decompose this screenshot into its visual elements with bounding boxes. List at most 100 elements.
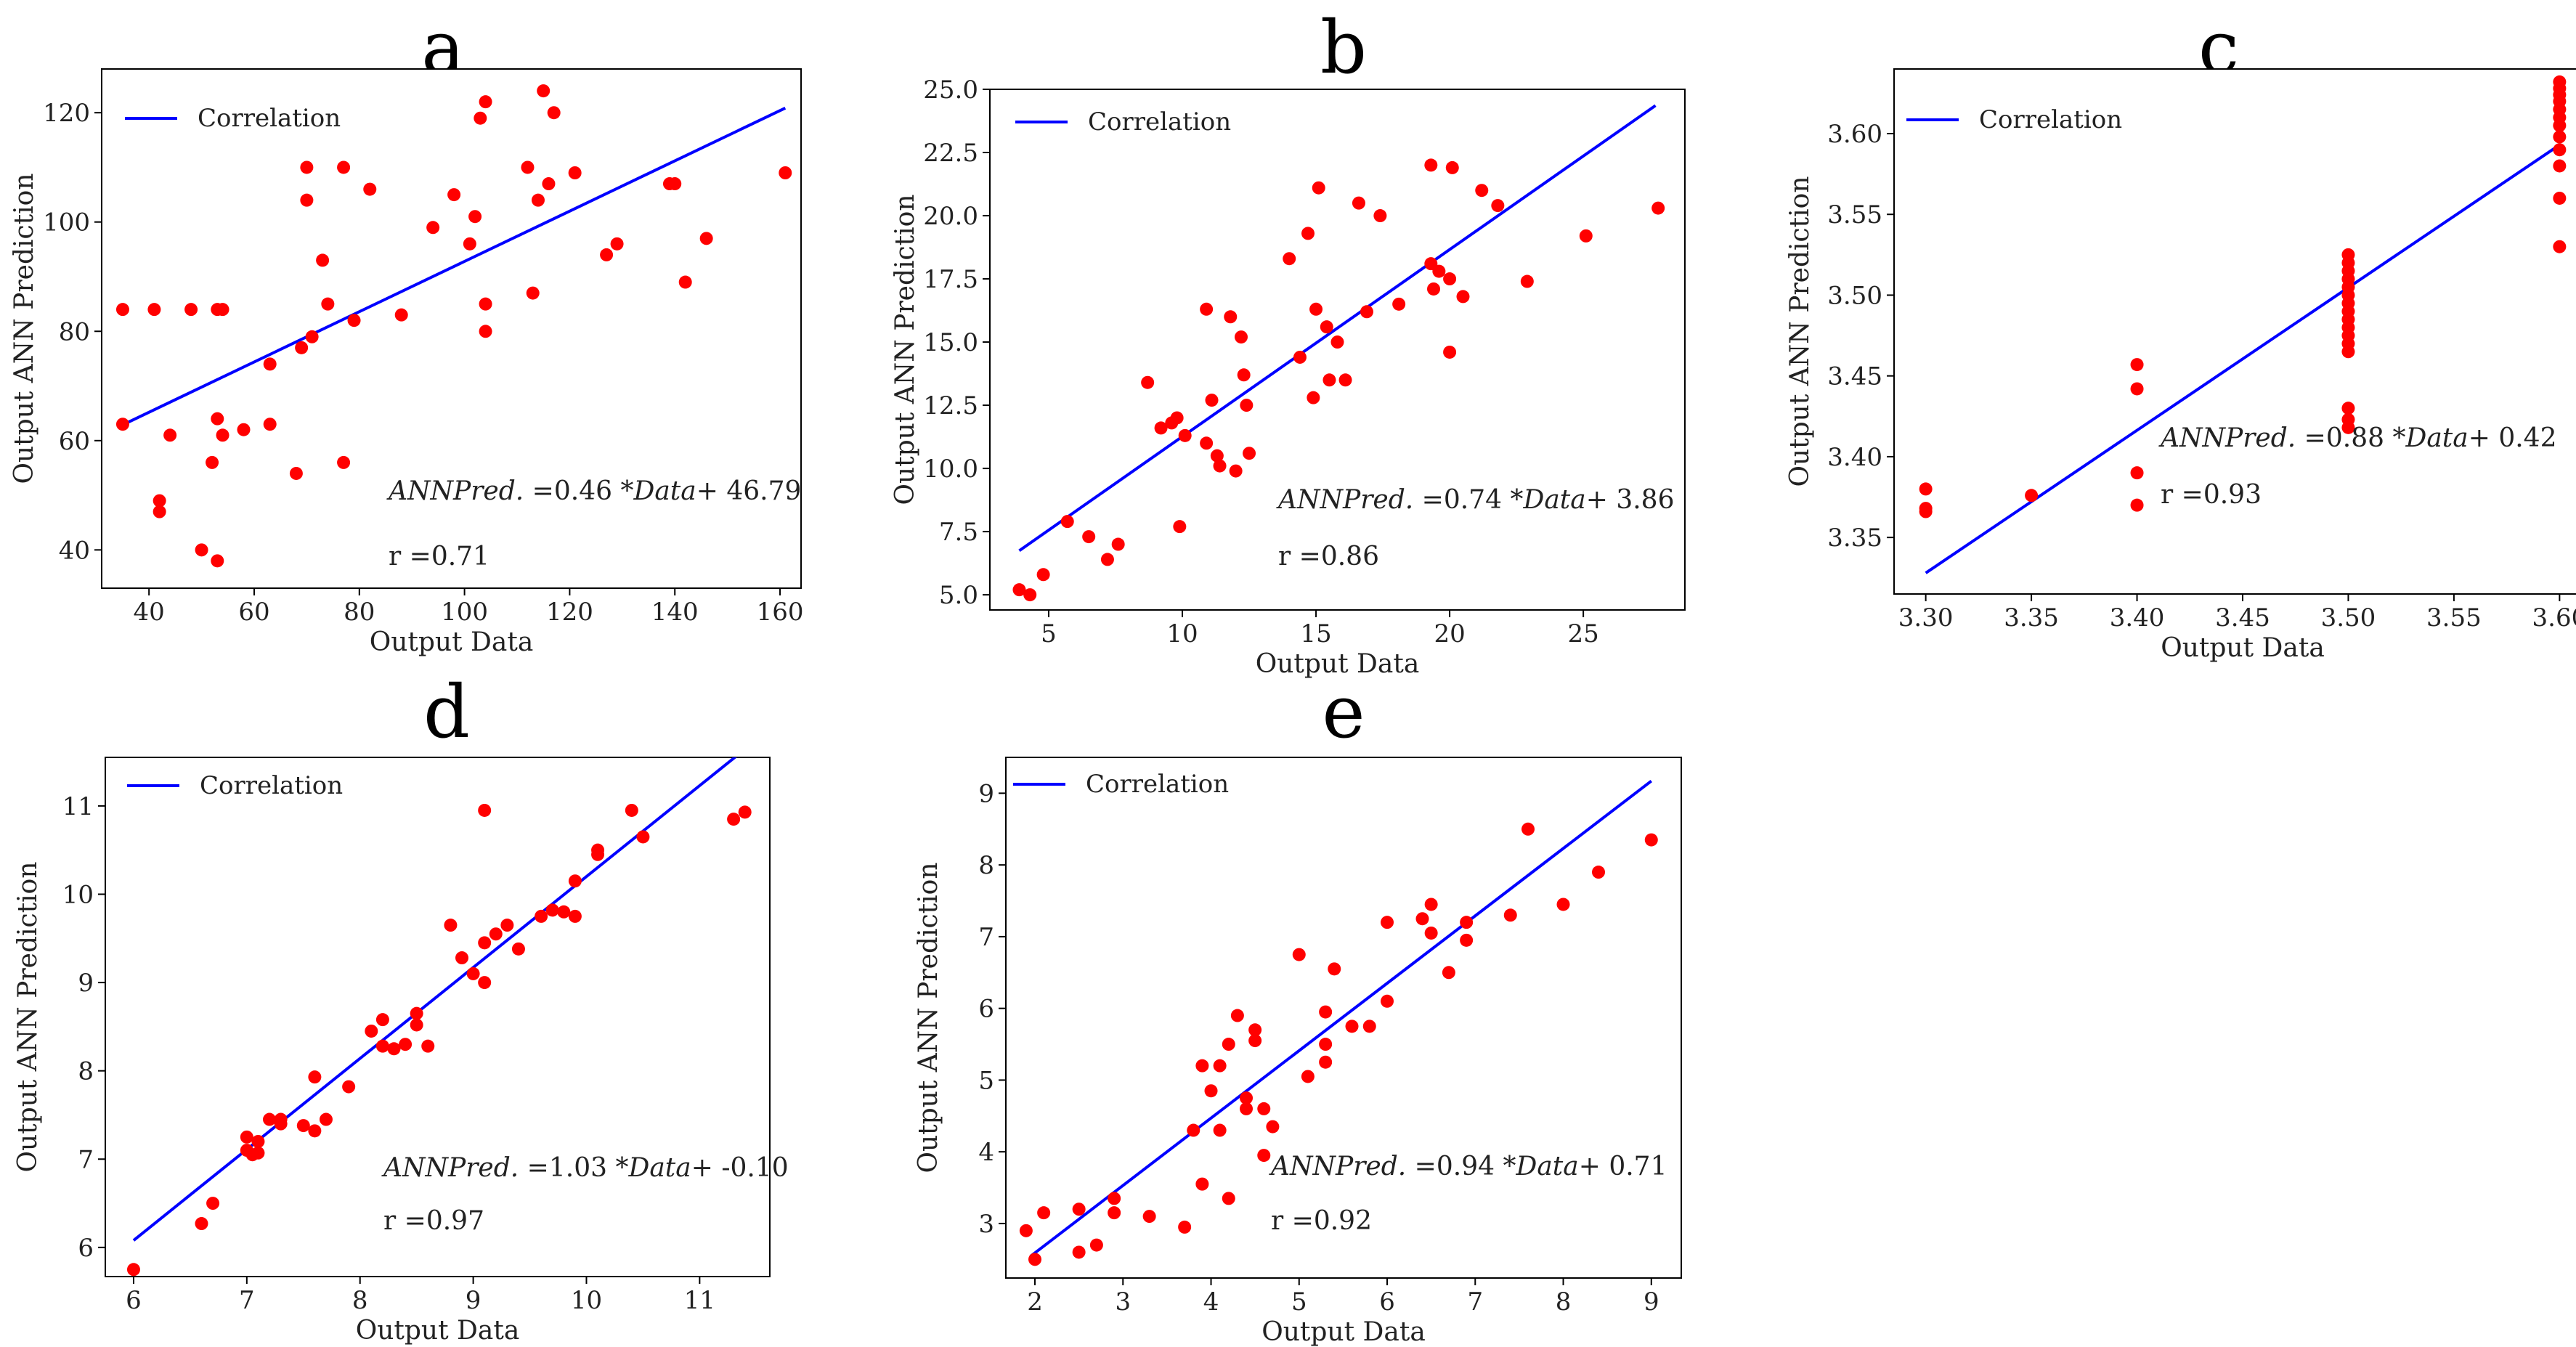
data-point bbox=[1205, 394, 1219, 407]
data-point bbox=[289, 466, 303, 480]
panel-c: c3.303.353.403.453.503.553.603.353.403.4… bbox=[1785, 5, 2576, 663]
data-point bbox=[1213, 1059, 1227, 1073]
data-point bbox=[2553, 130, 2567, 144]
equation-intercept: + 0.71 bbox=[1579, 1152, 1667, 1181]
data-point bbox=[263, 357, 277, 371]
plot-frame bbox=[1893, 68, 2576, 595]
data-point bbox=[478, 803, 492, 817]
x-axis-label: Output Data bbox=[1256, 649, 1420, 679]
plot-frame bbox=[105, 757, 771, 1277]
data-point bbox=[421, 1039, 435, 1053]
x-tick-label: 80 bbox=[344, 598, 375, 627]
data-point bbox=[300, 193, 314, 207]
data-point bbox=[531, 193, 545, 207]
x-tick-label: 4 bbox=[1203, 1287, 1219, 1317]
data-point bbox=[216, 428, 229, 442]
x-tick-label: 8 bbox=[352, 1286, 368, 1315]
data-point bbox=[478, 976, 492, 990]
data-point bbox=[251, 1146, 265, 1160]
correlation-coefficient: r =0.92 bbox=[1271, 1206, 1372, 1236]
data-point bbox=[1338, 373, 1352, 387]
data-point bbox=[545, 903, 559, 917]
data-point bbox=[738, 805, 752, 819]
data-point bbox=[1170, 411, 1184, 425]
data-point bbox=[1424, 158, 1438, 172]
data-point bbox=[2553, 143, 2567, 157]
data-point bbox=[321, 297, 335, 311]
equation-annotation: ANNPred. =0.88 *Data+ 0.42 bbox=[2158, 423, 2556, 453]
data-point bbox=[1222, 1192, 1235, 1205]
data-point bbox=[1082, 530, 1096, 544]
data-point bbox=[500, 919, 514, 932]
y-tick-label: 100 bbox=[43, 208, 90, 237]
data-point bbox=[147, 303, 161, 317]
y-tick-label: 6 bbox=[78, 1234, 94, 1263]
data-point bbox=[1556, 898, 1570, 911]
data-point bbox=[2341, 402, 2355, 415]
x-tick-label: 8 bbox=[1556, 1287, 1572, 1317]
data-point bbox=[153, 505, 166, 518]
data-point bbox=[1257, 1102, 1271, 1115]
data-point bbox=[1301, 227, 1315, 240]
data-point bbox=[463, 237, 476, 251]
scatter-points bbox=[115, 84, 792, 568]
data-point bbox=[1178, 1220, 1192, 1234]
data-point bbox=[1475, 184, 1489, 198]
data-point bbox=[347, 314, 361, 327]
data-point bbox=[115, 303, 129, 317]
data-point bbox=[1442, 966, 1455, 980]
data-point bbox=[1443, 272, 1457, 286]
equation-variable: Data bbox=[633, 476, 696, 506]
x-tick-label: 3.50 bbox=[2321, 603, 2376, 632]
data-point bbox=[1312, 181, 1325, 195]
data-point bbox=[568, 874, 582, 888]
data-point bbox=[1651, 201, 1665, 215]
correlation-coefficient: r =0.93 bbox=[2161, 480, 2262, 510]
data-point bbox=[447, 188, 461, 202]
data-point bbox=[426, 221, 440, 235]
data-point bbox=[1012, 583, 1026, 597]
data-point bbox=[678, 275, 692, 289]
data-point bbox=[237, 423, 251, 436]
data-point bbox=[1301, 1070, 1315, 1083]
data-point bbox=[316, 253, 330, 267]
data-point bbox=[1319, 1055, 1333, 1069]
data-point bbox=[1373, 209, 1387, 223]
x-tick-label: 160 bbox=[757, 598, 804, 627]
data-point bbox=[410, 1018, 423, 1032]
data-point bbox=[1060, 515, 1074, 529]
data-point bbox=[365, 1024, 378, 1038]
data-point bbox=[727, 813, 741, 826]
data-point bbox=[779, 166, 792, 179]
data-point bbox=[300, 160, 314, 174]
data-point bbox=[211, 554, 224, 568]
data-point bbox=[1322, 373, 1336, 387]
data-point bbox=[489, 927, 503, 941]
correlation-line bbox=[1018, 104, 1657, 552]
y-axis-label: Output ANN Prediction bbox=[914, 862, 943, 1173]
y-tick-label: 10 bbox=[62, 880, 94, 909]
y-tick-label: 15.0 bbox=[923, 328, 978, 357]
y-tick-label: 11 bbox=[62, 792, 94, 821]
data-point bbox=[216, 303, 229, 317]
x-axis-label: Output Data bbox=[356, 1316, 520, 1346]
data-point bbox=[1456, 290, 1470, 304]
data-point bbox=[600, 248, 614, 261]
data-point bbox=[591, 843, 605, 857]
data-point bbox=[479, 325, 492, 338]
x-tick-label: 9 bbox=[1643, 1287, 1659, 1317]
data-point bbox=[1222, 1038, 1235, 1051]
equation-intercept: + 0.42 bbox=[2469, 423, 2557, 453]
data-point bbox=[337, 455, 351, 469]
x-tick-label: 10 bbox=[1166, 619, 1198, 648]
data-point bbox=[1111, 537, 1125, 551]
data-point bbox=[1178, 428, 1192, 442]
equation-intercept: + -0.10 bbox=[691, 1153, 789, 1183]
y-tick-label: 3 bbox=[978, 1210, 994, 1239]
data-point bbox=[1142, 1210, 1156, 1224]
data-point bbox=[1392, 297, 1406, 311]
y-axis-label: Output ANN Prediction bbox=[13, 861, 43, 1172]
equation-annotation: ANNPred. =0.46 *Data+ 46.79 bbox=[386, 476, 801, 506]
equation-annotation: ANNPred. =0.74 *Data+ 3.86 bbox=[1276, 485, 1674, 515]
